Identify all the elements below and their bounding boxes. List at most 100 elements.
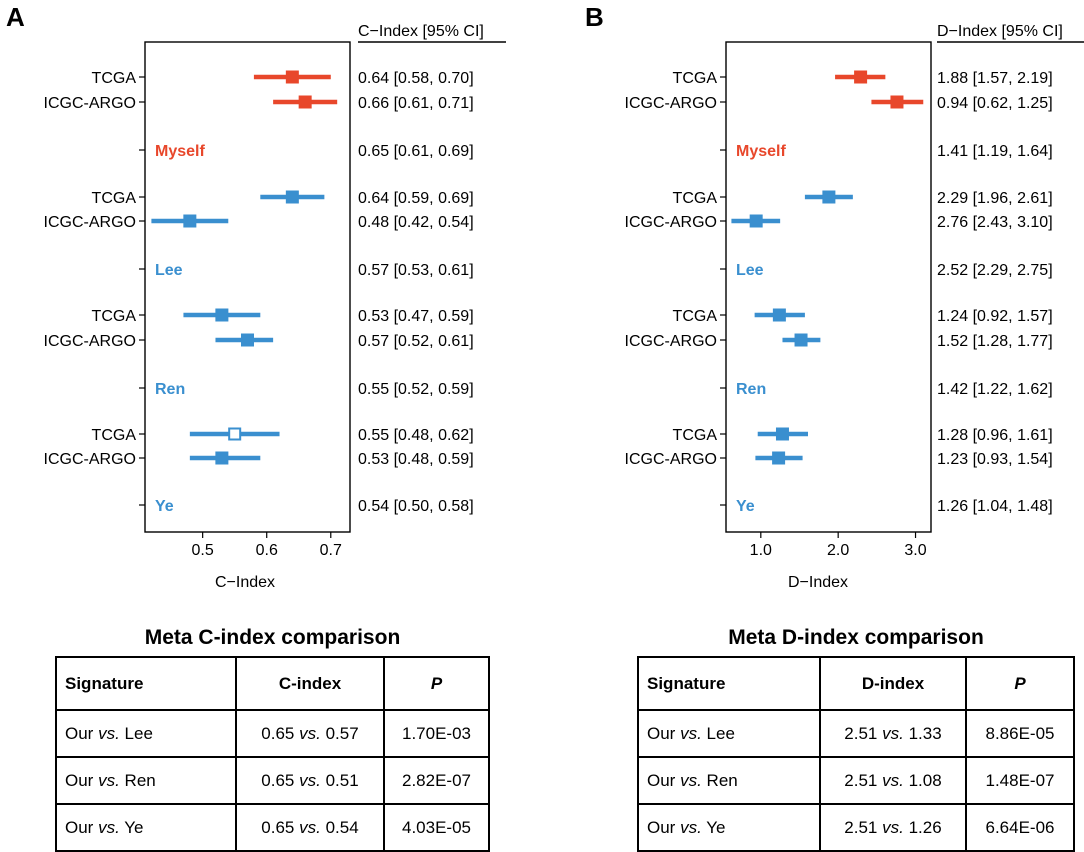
index-cell: 0.65 vs. 0.51 bbox=[235, 756, 385, 805]
point-estimate bbox=[285, 70, 299, 84]
header-p: P bbox=[383, 656, 490, 711]
table-row: Our vs. Ren 2.51 vs. 1.08 1.48E-07 bbox=[637, 756, 1075, 805]
ci-text: 1.23 [0.93, 1.54] bbox=[937, 451, 1053, 468]
table-row: Our vs. Ren 0.65 vs. 0.51 2.82E-07 bbox=[55, 756, 490, 805]
table-row: Our vs. Lee 2.51 vs. 1.33 8.86E-05 bbox=[637, 709, 1075, 758]
point-estimate bbox=[822, 190, 836, 204]
table-header-row: Signature C-index P bbox=[55, 656, 490, 711]
p-value-cell: 2.82E-07 bbox=[383, 756, 490, 805]
header-signature: Signature bbox=[55, 656, 237, 711]
x-tick-label: 2.0 bbox=[827, 542, 849, 559]
ci-text: 0.66 [0.61, 0.71] bbox=[358, 95, 474, 112]
group-label: Myself bbox=[155, 143, 205, 160]
ci-text: 1.24 [0.92, 1.57] bbox=[937, 308, 1053, 325]
ci-text: 1.41 [1.19, 1.64] bbox=[937, 143, 1053, 160]
point-estimate bbox=[215, 451, 229, 465]
group-label: Lee bbox=[736, 262, 764, 279]
row-label: TCGA bbox=[92, 70, 137, 87]
index-cell: 2.51 vs. 1.08 bbox=[819, 756, 967, 805]
ci-text: 0.94 [0.62, 1.25] bbox=[937, 95, 1053, 112]
ci-text: 0.64 [0.58, 0.70] bbox=[358, 70, 474, 87]
row-label: ICGC-ARGO bbox=[44, 333, 136, 350]
header-c-index: C-index bbox=[235, 656, 385, 711]
table-row: Our vs. Lee 0.65 vs. 0.57 1.70E-03 bbox=[55, 709, 490, 758]
x-tick-label: 0.6 bbox=[256, 542, 278, 559]
row-label: TCGA bbox=[673, 190, 718, 207]
ci-text: 1.26 [1.04, 1.48] bbox=[937, 498, 1053, 515]
row-label: TCGA bbox=[92, 190, 137, 207]
point-estimate bbox=[772, 451, 786, 465]
point-estimate bbox=[285, 190, 299, 204]
panel-a-letter: A bbox=[6, 2, 25, 32]
ci-text: 0.64 [0.59, 0.69] bbox=[358, 190, 474, 207]
table-d-index-comparison: Signature D-index P Our vs. Lee 2.51 vs.… bbox=[637, 656, 1075, 852]
group-label: Ren bbox=[155, 381, 185, 398]
ci-text: 2.29 [1.96, 2.61] bbox=[937, 190, 1053, 207]
ci-text: 0.53 [0.48, 0.59] bbox=[358, 451, 474, 468]
signature-cell: Our vs. Ren bbox=[55, 756, 237, 805]
p-value-cell: 1.48E-07 bbox=[965, 756, 1075, 805]
ci-text: 1.88 [1.57, 2.19] bbox=[937, 70, 1053, 87]
row-label: ICGC-ARGO bbox=[44, 451, 136, 468]
x-tick-label: 0.7 bbox=[320, 542, 342, 559]
group-label: Ren bbox=[736, 381, 766, 398]
header-signature: Signature bbox=[637, 656, 821, 711]
row-label: ICGC-ARGO bbox=[625, 214, 717, 231]
signature-cell: Our vs. Lee bbox=[637, 709, 821, 758]
x-tick-label: 1.0 bbox=[750, 542, 772, 559]
row-label: TCGA bbox=[92, 308, 137, 325]
header-p: P bbox=[965, 656, 1075, 711]
p-value-cell: 1.70E-03 bbox=[383, 709, 490, 758]
signature-cell: Our vs. Lee bbox=[55, 709, 237, 758]
row-label: ICGC-ARGO bbox=[44, 95, 136, 112]
plot-frame bbox=[144, 41, 351, 533]
group-label: Myself bbox=[736, 143, 786, 160]
ci-column-header: C−Index [95% CI] bbox=[358, 23, 484, 40]
row-label: TCGA bbox=[673, 70, 718, 87]
p-value-cell: 8.86E-05 bbox=[965, 709, 1075, 758]
header-d-index: D-index bbox=[819, 656, 967, 711]
ci-text: 1.28 [0.96, 1.61] bbox=[937, 427, 1053, 444]
point-estimate bbox=[890, 95, 904, 109]
ci-text: 0.48 [0.42, 0.54] bbox=[358, 214, 474, 231]
table-d-title: Meta D-index comparison bbox=[728, 626, 984, 649]
forest-plot-c-index: C−Index [95% CI] 0.5 0.6 0.7 C−Index TCGA 0.64… bbox=[44, 23, 506, 591]
row-label: TCGA bbox=[673, 308, 718, 325]
signature-cell: Our vs. Ren bbox=[637, 756, 821, 805]
ci-text: 2.52 [2.29, 2.75] bbox=[937, 262, 1053, 279]
ci-text: 1.42 [1.22, 1.62] bbox=[937, 381, 1053, 398]
group-label: Ye bbox=[736, 498, 755, 515]
group-label: Lee bbox=[155, 262, 183, 279]
point-estimate bbox=[775, 427, 789, 441]
point-estimate bbox=[215, 308, 229, 322]
ci-text: 0.57 [0.52, 0.61] bbox=[358, 333, 474, 350]
point-estimate bbox=[749, 214, 763, 228]
table-header-row: Signature D-index P bbox=[637, 656, 1075, 711]
point-estimate bbox=[183, 214, 197, 228]
ci-text: 0.65 [0.61, 0.69] bbox=[358, 143, 474, 160]
point-estimate bbox=[241, 333, 254, 347]
point-estimate bbox=[228, 427, 242, 441]
ci-text: 1.52 [1.28, 1.77] bbox=[937, 333, 1053, 350]
group-label: Ye bbox=[155, 498, 174, 515]
ci-text: 0.54 [0.50, 0.58] bbox=[358, 498, 474, 515]
ci-column-header: D−Index [95% CI] bbox=[937, 23, 1063, 40]
table-c-index-comparison: Signature C-index P Our vs. Lee 0.65 vs.… bbox=[55, 656, 490, 852]
x-axis-label: C−Index bbox=[215, 574, 275, 591]
row-label: ICGC-ARGO bbox=[625, 333, 717, 350]
row-label: TCGA bbox=[92, 427, 137, 444]
row-label: ICGC-ARGO bbox=[625, 95, 717, 112]
row-label: TCGA bbox=[673, 427, 718, 444]
forest-plot-d-index: D−Index [95% CI] 1.0 2.0 3.0 D−Index TCGA 1.88… bbox=[625, 23, 1084, 591]
ci-text: 0.55 [0.48, 0.62] bbox=[358, 427, 474, 444]
row-label: ICGC-ARGO bbox=[625, 451, 717, 468]
x-tick-label: 0.5 bbox=[192, 542, 214, 559]
x-axis-label: D−Index bbox=[788, 574, 848, 591]
ci-text: 0.57 [0.53, 0.61] bbox=[358, 262, 474, 279]
row-label: ICGC-ARGO bbox=[44, 214, 136, 231]
table-c-title: Meta C-index comparison bbox=[144, 626, 401, 649]
index-cell: 2.51 vs. 1.33 bbox=[819, 709, 967, 758]
point-estimate bbox=[298, 95, 312, 109]
point-estimate bbox=[854, 70, 868, 84]
index-cell: 0.65 vs. 0.57 bbox=[235, 709, 385, 758]
